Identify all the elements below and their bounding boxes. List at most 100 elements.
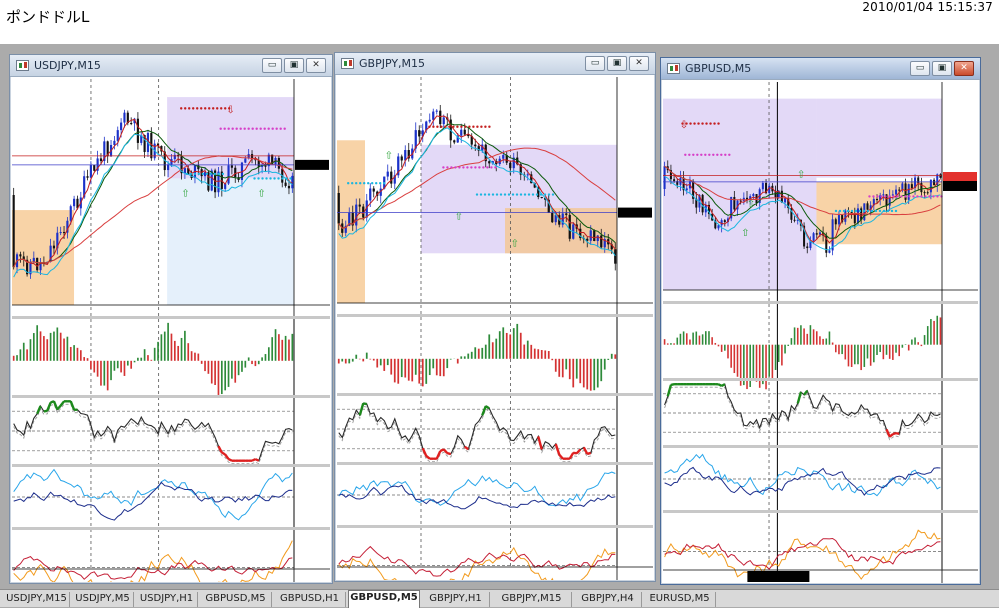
signal-dot [859, 210, 861, 212]
signal-dot [912, 195, 914, 197]
stochastic-extreme-segment [447, 453, 451, 454]
candle-body [898, 190, 900, 191]
candle-body [927, 192, 929, 193]
signal-dot [188, 107, 190, 109]
candle-body [762, 183, 764, 189]
candle-body [784, 198, 786, 202]
current-price-tag [943, 181, 977, 191]
signal-dot [227, 128, 229, 130]
signal-dot [717, 122, 719, 124]
chart-window-gbpusd-m5[interactable]: GBPUSD,M5 ▭ ▣ ✕ ⇧⇧⇩⇧ [660, 57, 981, 585]
subwindow-separator [12, 395, 330, 398]
chart-window-usdjpy-m15[interactable]: USDJPY,M15 ▭ ▣ ✕ ⇧⇧⇩ [9, 54, 333, 584]
signal-dot [900, 195, 902, 197]
chart-tab[interactable]: GBPUSD,M5 [200, 592, 272, 607]
buy-arrow-icon: ⇧ [385, 150, 393, 161]
chart-tab[interactable]: GBPJPY,H4 [574, 592, 642, 607]
signal-dot [488, 126, 490, 128]
candle-body [816, 233, 818, 234]
signal-dot [480, 126, 482, 128]
signal-dot [218, 173, 220, 175]
chart-tab[interactable]: USDJPY,M15 [4, 592, 70, 607]
signal-dot [363, 182, 365, 184]
candle-body [593, 230, 595, 241]
signal-dot [895, 210, 897, 212]
buy-arrow-icon: ⇧ [181, 189, 189, 200]
chart-tab[interactable]: GBPJPY,M15 [492, 592, 572, 607]
stochastic-extreme-segment [229, 459, 232, 461]
signal-dot [879, 210, 881, 212]
candle-body [429, 120, 431, 122]
chart-area[interactable]: ⇧⇧⇧ [337, 77, 653, 580]
signal-dot [190, 173, 192, 175]
signal-dot [692, 154, 694, 156]
candle-body [460, 130, 462, 136]
candle-body [911, 184, 913, 188]
chart-tab[interactable]: GBPUSD,M5 [348, 590, 420, 608]
chart-tab[interactable]: GBPJPY,H1 [422, 592, 490, 607]
candle-body [201, 169, 203, 176]
signal-dot [220, 107, 222, 109]
chart-tab[interactable]: USDJPY,H1 [136, 592, 198, 607]
candle-body [19, 254, 21, 256]
signal-dot [259, 128, 261, 130]
chart-area[interactable]: ⇧⇧⇩⇧ [663, 82, 978, 583]
candle-body [813, 233, 815, 240]
minimize-button[interactable]: ▭ [910, 61, 930, 76]
candle-body [569, 215, 571, 239]
signal-dot [202, 173, 204, 175]
signal-dot [251, 128, 253, 130]
signal-dot [524, 193, 526, 195]
signal-dot [724, 154, 726, 156]
chart-area[interactable]: ⇧⇧⇩ [12, 79, 330, 582]
candle-body [565, 213, 567, 214]
minimize-button[interactable]: ▭ [585, 56, 605, 71]
signal-dot [871, 210, 873, 212]
signal-dot [440, 126, 442, 128]
signal-dot [216, 107, 218, 109]
chart-window-titlebar[interactable]: USDJPY,M15 ▭ ▣ ✕ [10, 55, 332, 77]
candle-body [924, 192, 926, 193]
current-price-tag [618, 208, 652, 218]
chart-tab[interactable]: EURUSD,M5 [644, 592, 716, 607]
signal-dot [466, 166, 468, 168]
signal-dot [210, 173, 212, 175]
candle-body [828, 250, 830, 252]
price-tag-secondary [943, 172, 977, 181]
candle-body [86, 176, 88, 178]
buy-arrow-icon: ⇧ [797, 170, 805, 181]
close-button[interactable]: ✕ [954, 61, 974, 76]
chart-tab[interactable]: USDJPY,M5 [72, 592, 134, 607]
signal-dot [367, 182, 369, 184]
signal-dot [888, 195, 890, 197]
restore-button[interactable]: ▣ [932, 61, 952, 76]
candle-body [36, 258, 38, 270]
chart-window-titlebar[interactable]: GBPJPY,M15 ▭ ▣ ✕ [335, 53, 655, 75]
signal-dot [887, 210, 889, 212]
signal-dot [446, 166, 448, 168]
candle-body [509, 163, 511, 168]
signal-dot [696, 154, 698, 156]
signal-dot [436, 126, 438, 128]
signal-dot [684, 154, 686, 156]
candle-body [359, 205, 361, 207]
close-button[interactable]: ✕ [306, 58, 326, 73]
signal-dot [351, 182, 353, 184]
close-button[interactable]: ✕ [629, 56, 649, 71]
chart-window-titlebar[interactable]: GBPUSD,M5 ▭ ▣ ✕ [661, 58, 980, 80]
restore-button[interactable]: ▣ [607, 56, 627, 71]
subwindow-separator [337, 525, 653, 528]
signal-dot [480, 193, 482, 195]
signal-dot [277, 177, 279, 179]
minimize-button[interactable]: ▭ [262, 58, 282, 73]
candle-body [474, 145, 476, 147]
chart-tab[interactable]: GBPUSD,H1 [274, 592, 346, 607]
chart-window-gbpjpy-m15[interactable]: GBPJPY,M15 ▭ ▣ ✕ ⇧⇧⇧ [334, 52, 656, 582]
chart-icon [16, 60, 29, 71]
signal-dot [544, 193, 546, 195]
signal-dot [835, 210, 837, 212]
candle-body [355, 205, 357, 226]
restore-button[interactable]: ▣ [284, 58, 304, 73]
stochastic-extreme-segment [671, 384, 674, 385]
signal-dot [928, 195, 930, 197]
